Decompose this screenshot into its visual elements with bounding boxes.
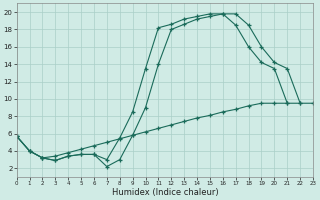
X-axis label: Humidex (Indice chaleur): Humidex (Indice chaleur) — [112, 188, 218, 197]
